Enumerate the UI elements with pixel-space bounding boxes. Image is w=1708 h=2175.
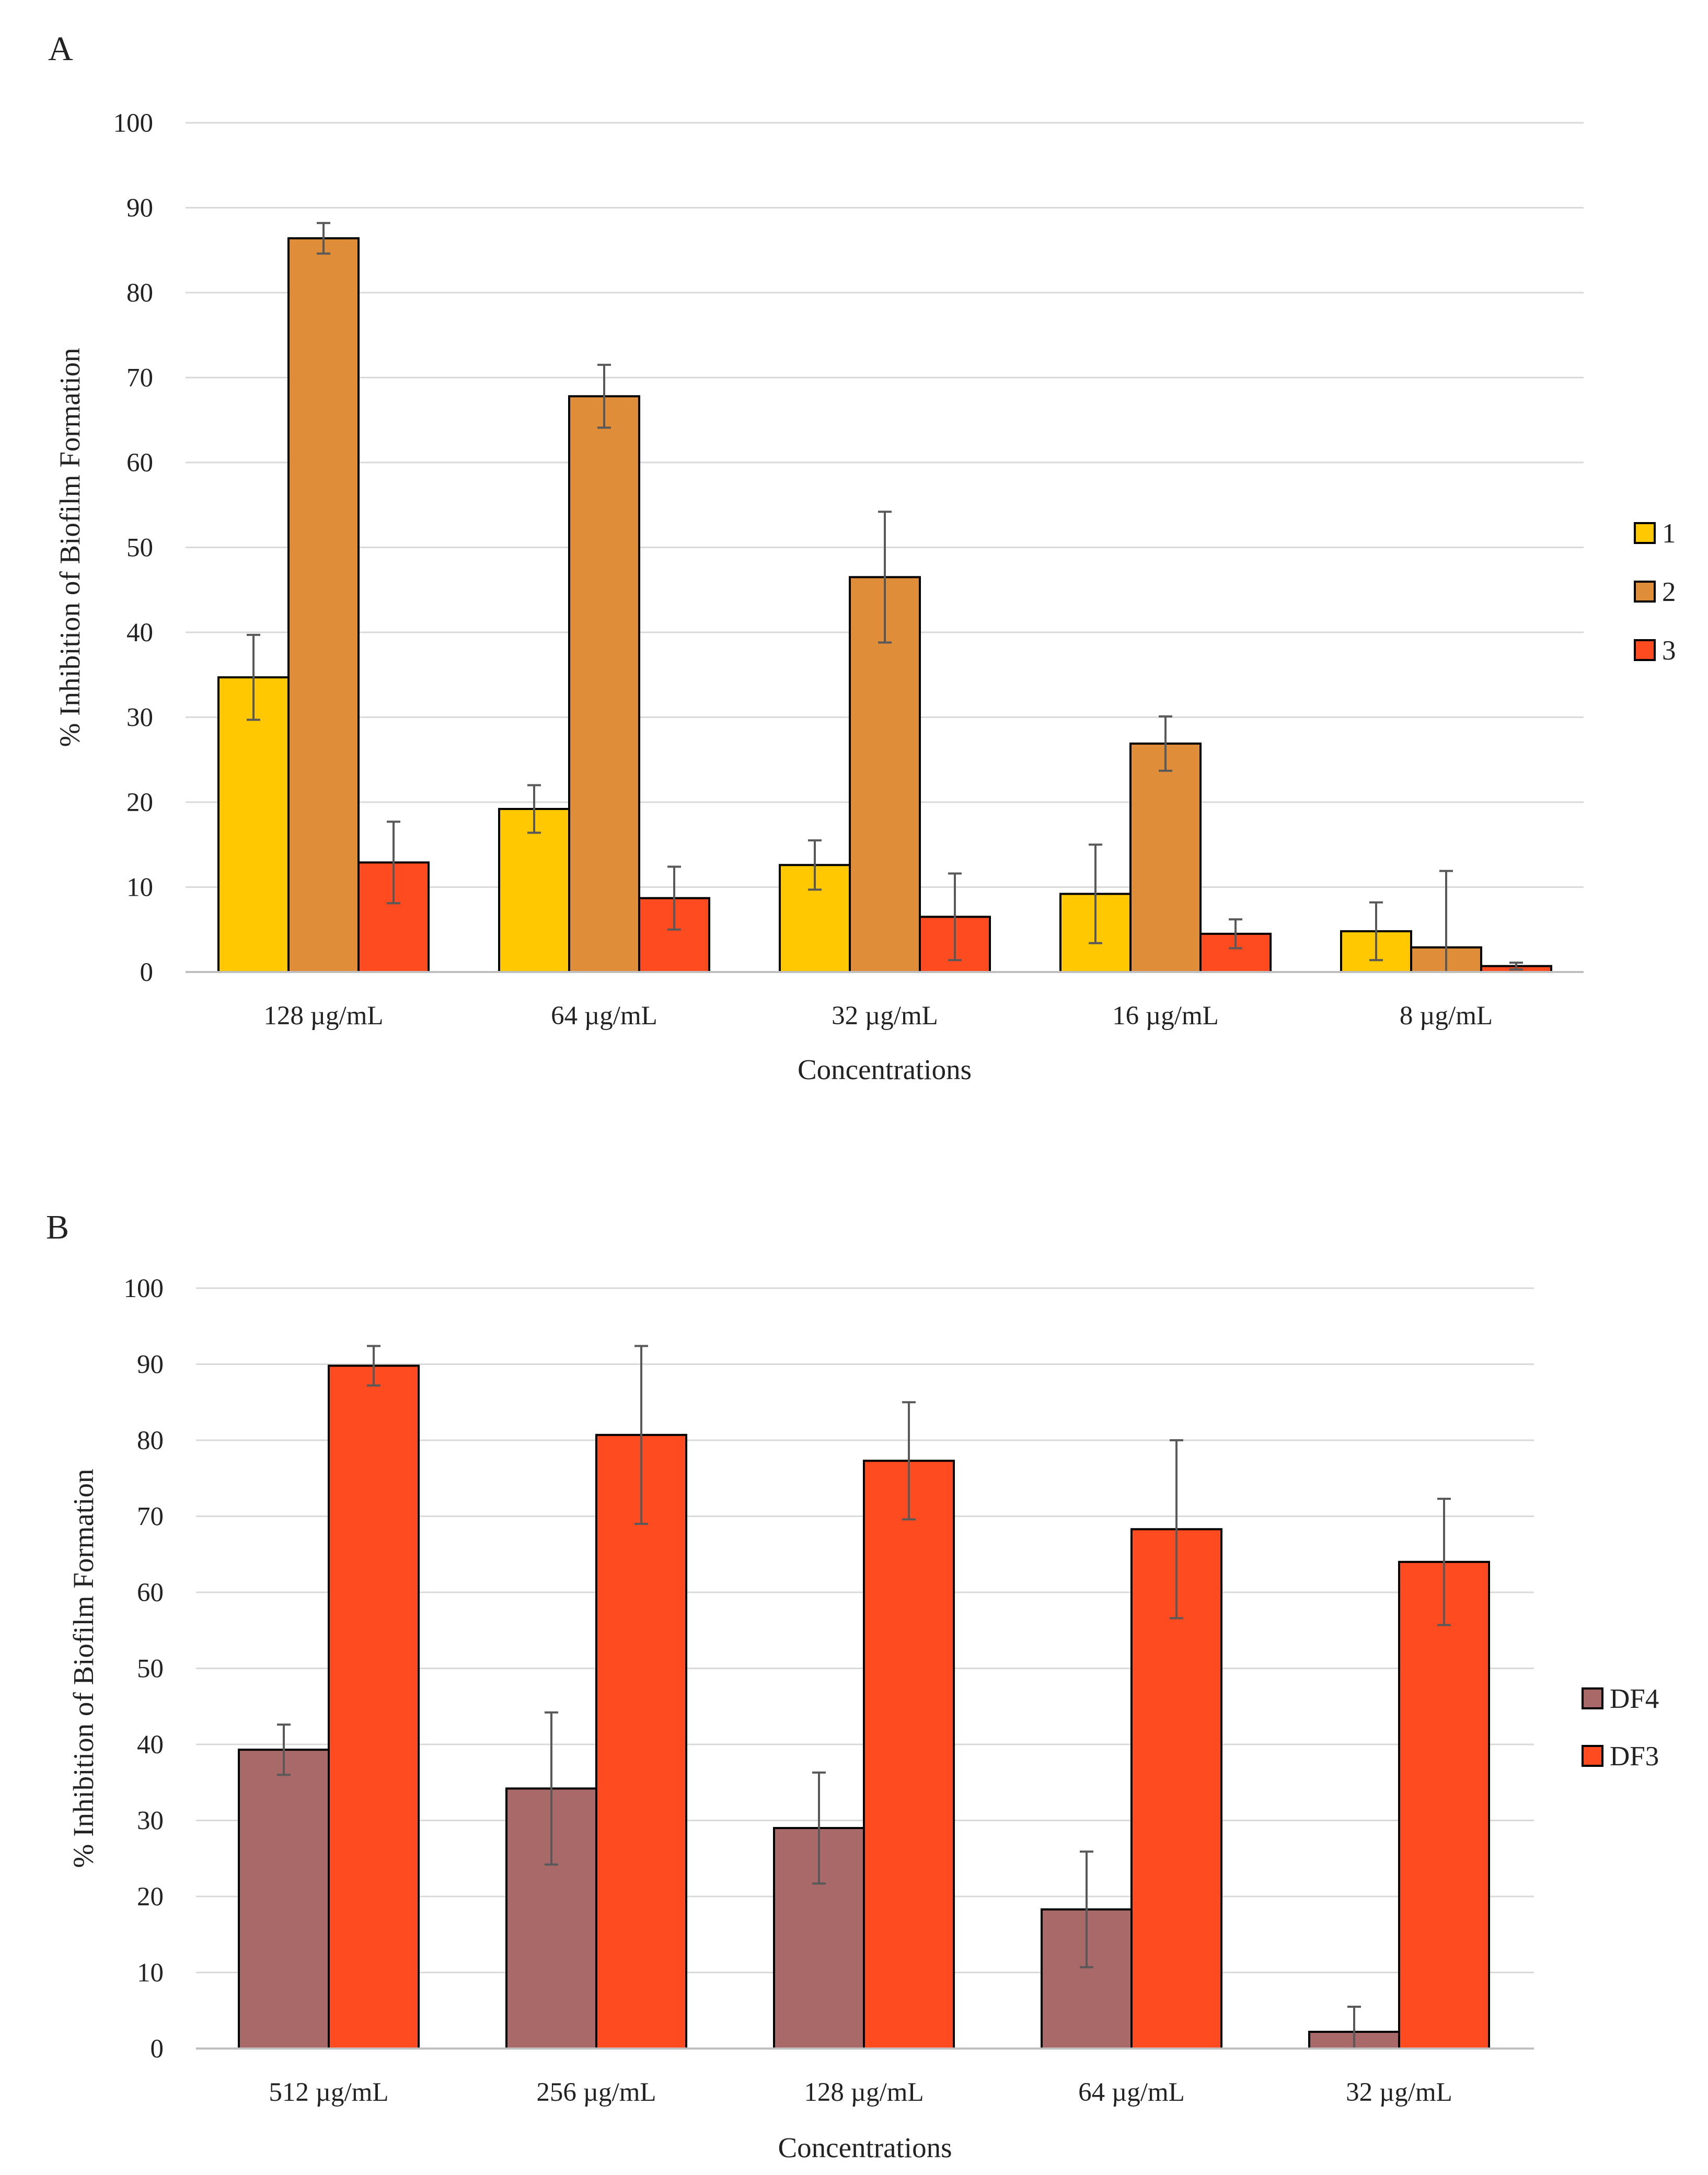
bar — [1129, 742, 1202, 973]
panel-label: B — [46, 1208, 69, 1246]
y-tick-label: 100 — [124, 1274, 164, 1303]
y-tick-label: 40 — [126, 618, 153, 647]
bar — [863, 1460, 955, 2050]
legend-swatch — [1634, 581, 1656, 603]
bar — [217, 676, 290, 973]
bar — [568, 395, 640, 973]
x-tick-label: 16 µg/mL — [1112, 1001, 1219, 1031]
legend-swatch — [1634, 639, 1656, 661]
legend-label: DF3 — [1610, 1741, 1659, 1772]
legend-label: 1 — [1662, 518, 1676, 549]
y-tick-label: 90 — [126, 194, 153, 223]
y-tick-label: 70 — [137, 1502, 164, 1532]
legend-label: DF4 — [1610, 1684, 1659, 1714]
legend-swatch — [1582, 1687, 1603, 1709]
y-tick-label: 60 — [126, 448, 153, 478]
bar — [238, 1749, 330, 2050]
x-tick-label: 8 µg/mL — [1400, 1001, 1493, 1031]
y-tick-label: 80 — [137, 1426, 164, 1455]
y-tick-label: 60 — [137, 1578, 164, 1607]
x-tick-label: 512 µg/mL — [269, 2078, 388, 2107]
y-tick-label: 30 — [137, 1807, 164, 1836]
y-tick-label: 50 — [126, 534, 153, 563]
x-axis-title: Concentrations — [798, 1054, 972, 1085]
bar — [595, 1433, 687, 2050]
x-tick-label: 64 µg/mL — [551, 1001, 657, 1031]
x-tick-label: 128 µg/mL — [804, 2078, 924, 2107]
bar — [498, 808, 570, 973]
legend-label: 3 — [1662, 635, 1676, 666]
legend-swatch — [1634, 522, 1656, 544]
y-tick-label: 20 — [137, 1882, 164, 1912]
y-tick-label: 80 — [126, 279, 153, 308]
legend: 1 2 3 — [1634, 518, 1676, 666]
bar — [328, 1364, 420, 2050]
y-tick-label: 10 — [137, 1959, 164, 1988]
x-axis-title: Concentrations — [778, 2132, 952, 2164]
y-tick-label: 70 — [126, 364, 153, 393]
legend-swatch — [1582, 1745, 1603, 1767]
legend-label: 2 — [1662, 577, 1676, 607]
bar — [1398, 1560, 1490, 2050]
x-tick-label: 128 µg/mL — [263, 1001, 383, 1031]
y-tick-label: 20 — [126, 788, 153, 817]
y-axis-title: % Inhibition of Biofilm Formation — [67, 1469, 99, 1868]
legend: DF4 DF3 — [1582, 1684, 1659, 1772]
y-tick-label: 0 — [140, 958, 154, 987]
y-tick-label: 50 — [137, 1655, 164, 1684]
x-tick-label: 32 µg/mL — [1346, 2078, 1452, 2107]
x-tick-label: 32 µg/mL — [832, 1001, 938, 1031]
y-tick-label: 30 — [126, 703, 153, 733]
panel-label: A — [48, 30, 73, 68]
bar — [287, 237, 360, 973]
x-tick-label: 256 µg/mL — [536, 2078, 656, 2107]
y-tick-label: 40 — [137, 1730, 164, 1760]
x-tick-label: 64 µg/mL — [1078, 2078, 1185, 2107]
chart-panel-b: B 0 10 20 30 40 50 60 70 80 90 100 512 µg/mL 256 µg/m… — [46, 1208, 1659, 2164]
y-tick-label: 100 — [113, 109, 154, 138]
y-tick-label: 90 — [137, 1350, 164, 1380]
y-tick-label: 10 — [126, 873, 153, 903]
y-axis-title: % Inhibition of Biofilm Formation — [54, 348, 86, 747]
y-tick-label: 0 — [151, 2034, 164, 2064]
